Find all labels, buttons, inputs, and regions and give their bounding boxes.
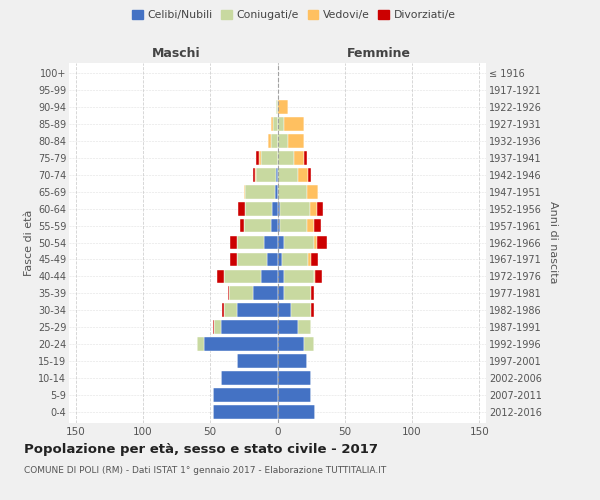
Bar bbox=[298, 168, 308, 181]
Bar bbox=[284, 236, 314, 250]
Bar bbox=[277, 304, 291, 318]
Bar bbox=[277, 116, 284, 130]
Bar bbox=[280, 202, 310, 215]
Bar bbox=[245, 184, 275, 198]
Bar bbox=[277, 252, 281, 266]
Bar bbox=[224, 270, 262, 283]
Bar bbox=[277, 202, 280, 215]
Bar bbox=[277, 354, 307, 368]
Bar bbox=[307, 184, 318, 198]
Bar bbox=[217, 270, 224, 283]
Bar bbox=[213, 388, 277, 402]
Bar bbox=[317, 236, 327, 250]
Bar bbox=[244, 218, 271, 232]
Bar bbox=[262, 270, 277, 283]
Bar bbox=[277, 168, 298, 181]
Bar bbox=[277, 320, 298, 334]
Bar bbox=[259, 150, 262, 164]
Bar bbox=[264, 236, 277, 250]
Bar bbox=[237, 236, 264, 250]
Bar bbox=[314, 270, 315, 283]
Bar bbox=[308, 168, 311, 181]
Bar bbox=[307, 218, 314, 232]
Bar bbox=[317, 202, 323, 215]
Bar bbox=[284, 286, 311, 300]
Bar bbox=[197, 338, 203, 351]
Legend: Celibi/Nubili, Coniugati/e, Vedovi/e, Divorziati/e: Celibi/Nubili, Coniugati/e, Vedovi/e, Di… bbox=[128, 6, 460, 25]
Bar bbox=[277, 388, 311, 402]
Bar bbox=[277, 406, 315, 419]
Bar bbox=[244, 184, 245, 198]
Bar bbox=[271, 134, 277, 147]
Bar bbox=[308, 252, 311, 266]
Text: COMUNE DI POLI (RM) - Dati ISTAT 1° gennaio 2017 - Elaborazione TUTTITALIA.IT: COMUNE DI POLI (RM) - Dati ISTAT 1° genn… bbox=[24, 466, 386, 475]
Bar bbox=[267, 252, 277, 266]
Text: Maschi: Maschi bbox=[152, 47, 201, 60]
Text: Popolazione per età, sesso e stato civile - 2017: Popolazione per età, sesso e stato civil… bbox=[24, 442, 378, 456]
Bar bbox=[284, 270, 314, 283]
Bar bbox=[254, 168, 256, 181]
Bar bbox=[277, 270, 284, 283]
Bar bbox=[253, 286, 277, 300]
Bar bbox=[284, 116, 304, 130]
Bar bbox=[240, 218, 244, 232]
Bar bbox=[237, 252, 267, 266]
Bar bbox=[280, 218, 307, 232]
Bar bbox=[203, 338, 277, 351]
Y-axis label: Fasce di età: Fasce di età bbox=[23, 210, 34, 276]
Bar bbox=[314, 218, 320, 232]
Bar bbox=[221, 320, 277, 334]
Bar bbox=[281, 252, 308, 266]
Bar bbox=[311, 286, 314, 300]
Bar bbox=[276, 100, 277, 114]
Bar bbox=[230, 252, 237, 266]
Bar bbox=[256, 168, 276, 181]
Bar bbox=[314, 236, 317, 250]
Bar bbox=[221, 372, 277, 386]
Bar bbox=[213, 320, 214, 334]
Bar bbox=[268, 134, 271, 147]
Bar bbox=[237, 354, 277, 368]
Bar bbox=[277, 134, 288, 147]
Bar bbox=[277, 218, 280, 232]
Bar bbox=[277, 100, 288, 114]
Bar bbox=[275, 184, 277, 198]
Bar bbox=[253, 168, 254, 181]
Bar bbox=[229, 286, 253, 300]
Bar bbox=[276, 168, 277, 181]
Bar bbox=[213, 406, 277, 419]
Bar bbox=[311, 304, 314, 318]
Bar bbox=[304, 150, 307, 164]
Bar bbox=[310, 202, 317, 215]
Bar bbox=[224, 304, 237, 318]
Bar bbox=[293, 150, 304, 164]
Bar bbox=[238, 202, 245, 215]
Bar bbox=[298, 320, 311, 334]
Bar bbox=[271, 116, 274, 130]
Bar bbox=[277, 236, 284, 250]
Bar bbox=[274, 116, 277, 130]
Bar bbox=[304, 338, 314, 351]
Bar bbox=[277, 184, 307, 198]
Bar bbox=[277, 372, 311, 386]
Bar bbox=[311, 252, 318, 266]
Text: Femmine: Femmine bbox=[346, 47, 410, 60]
Bar bbox=[237, 304, 277, 318]
Bar bbox=[291, 304, 311, 318]
Bar bbox=[277, 338, 304, 351]
Bar bbox=[223, 304, 224, 318]
Bar bbox=[272, 202, 277, 215]
Bar bbox=[262, 150, 277, 164]
Y-axis label: Anni di nascita: Anni di nascita bbox=[548, 201, 559, 284]
Bar bbox=[256, 150, 259, 164]
Bar bbox=[277, 150, 293, 164]
Bar bbox=[214, 320, 221, 334]
Bar bbox=[315, 270, 322, 283]
Bar bbox=[230, 236, 237, 250]
Bar bbox=[228, 286, 229, 300]
Bar bbox=[271, 218, 277, 232]
Bar bbox=[245, 202, 272, 215]
Bar bbox=[288, 134, 304, 147]
Bar bbox=[277, 286, 284, 300]
